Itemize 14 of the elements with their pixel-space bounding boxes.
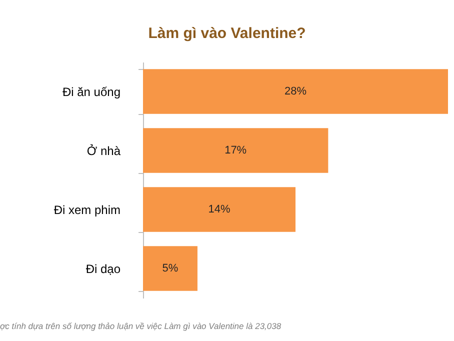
data-label: 28% [284,86,307,98]
bar [143,69,448,114]
bar [143,128,328,173]
bar [143,246,198,291]
y-tick-label: Đi ăn uống [62,85,120,99]
text: ợc tính dựa trên số lượng thảo luận về việc Làm gì vào Valentine là 23,038 [0,321,282,331]
y-tick-label: Đi dạo [86,262,121,276]
data-label: 14% [208,204,230,216]
y-tick-label: Ở nhà [86,144,121,158]
data-label: 5% [162,262,178,274]
data-label: 17% [224,144,247,156]
y-tick-label: Đi xem phim [54,203,120,217]
chart-title: Làm gì vào Valentine? [148,25,306,42]
bar [143,187,296,232]
